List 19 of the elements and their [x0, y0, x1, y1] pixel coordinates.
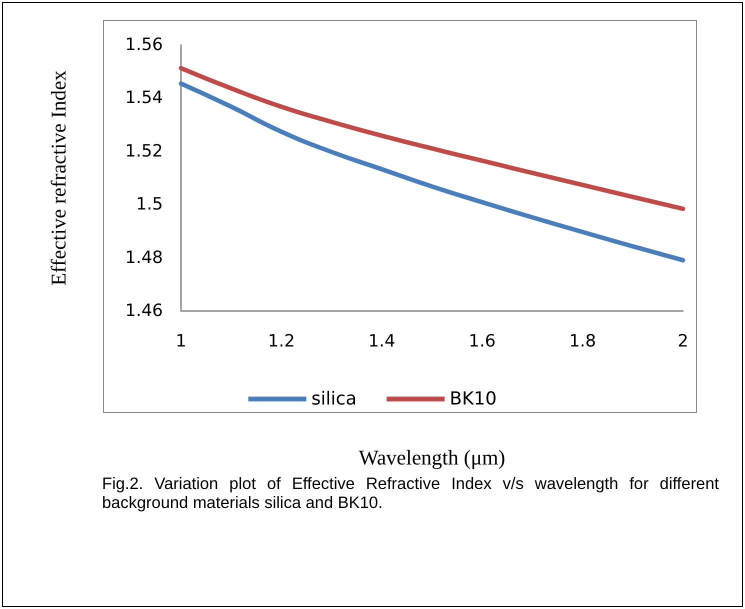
x-tick-label: 1.4 — [368, 332, 396, 352]
y-axis-title: Effective refractive Index — [46, 70, 70, 286]
x-tick-label: 1.6 — [468, 332, 496, 352]
x-tick-label: 1.2 — [268, 332, 295, 352]
caption: Fig.2. Variation plot of Effective Refractive Index v/s wavelength for different background materials silica and BK10. — [102, 475, 719, 513]
line-series — [178, 66, 686, 212]
y-tick-label: 1.46 — [125, 301, 163, 321]
y-tick-label: 1.48 — [125, 248, 163, 268]
y-tick-label: 1.56 — [125, 35, 163, 55]
legend-label: silica — [311, 388, 357, 410]
x-tick-label: 1.8 — [569, 332, 596, 352]
x-axis-title: Wavelength (μm) — [358, 446, 506, 470]
y-tick-label: 1.54 — [125, 88, 163, 108]
y-tick-label: 1.52 — [125, 141, 163, 162]
y-tick-label: 1.5 — [136, 194, 163, 215]
legend-label: BK10 — [450, 388, 497, 410]
x-tick-label: 1 — [176, 332, 186, 352]
line-series — [178, 81, 686, 262]
x-tick-label: 2 — [678, 332, 688, 352]
